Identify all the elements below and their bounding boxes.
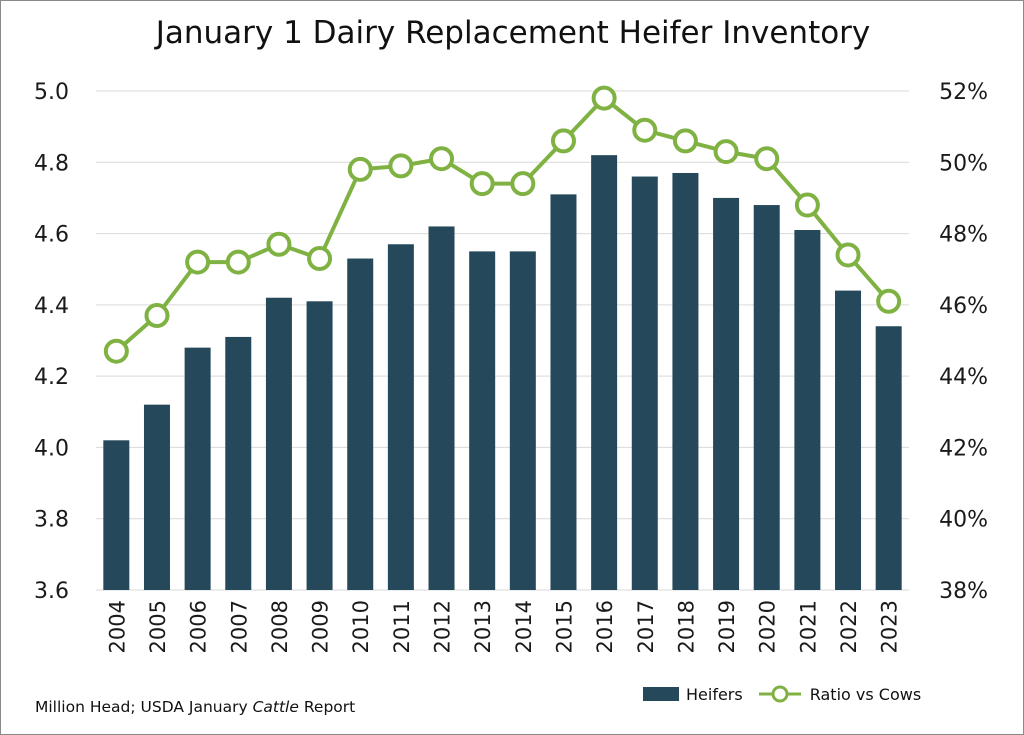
bar-heifers — [794, 230, 821, 590]
ratio-marker — [794, 192, 820, 218]
x-tick-label: 2022 — [837, 600, 861, 653]
bar-heifers — [631, 176, 658, 591]
bar-heifers — [550, 194, 577, 590]
x-tick-label: 2006 — [187, 600, 211, 653]
source-note-suffix: Report — [298, 698, 356, 716]
ratio-marker — [144, 303, 170, 329]
x-axis-ticks: 2004 2005 2006 2007 2008 2009 2010 2011 2012 2013… — [105, 600, 901, 653]
bar-heifers — [753, 205, 780, 591]
source-note: Million Head; USDA January Cattle Report — [35, 698, 355, 716]
legend-label-ratio: Ratio vs Cows — [809, 684, 922, 704]
bar-heifers — [509, 251, 536, 590]
y-right-tick-label: 46% — [939, 294, 988, 319]
x-tick-label: 2005 — [146, 600, 170, 653]
bar-heifers — [387, 244, 414, 590]
y-left-tick-label: 3.6 — [34, 579, 69, 604]
ratio-marker — [225, 249, 251, 275]
bar-heifers — [225, 336, 252, 590]
y-left-tick-label: 4.6 — [34, 223, 69, 248]
bar-heifers — [265, 297, 292, 590]
line-series — [103, 85, 902, 364]
gridlines — [96, 90, 909, 591]
ratio-marker — [713, 139, 739, 165]
legend: Heifers Ratio vs Cows — [643, 684, 921, 704]
ratio-marker — [103, 338, 129, 364]
y-left-tick-label: 3.8 — [34, 508, 69, 533]
y-right-tick-label: 44% — [939, 365, 988, 390]
x-tick-label: 2015 — [552, 600, 576, 653]
ratio-marker — [185, 249, 211, 275]
left-axis-ticks: 3.6 3.8 4.0 4.2 4.4 4.6 4.8 5.0 — [34, 80, 69, 604]
y-left-tick-label: 4.4 — [34, 294, 69, 319]
x-tick-label: 2019 — [715, 600, 739, 653]
ratio-marker — [347, 156, 373, 182]
ratio-marker — [307, 246, 333, 272]
x-tick-label: 2017 — [634, 600, 658, 653]
bar-heifers — [835, 290, 862, 590]
bar-heifers — [428, 226, 455, 590]
bar-heifers — [347, 258, 374, 590]
ratio-marker — [388, 153, 414, 179]
y-right-tick-label: 42% — [939, 436, 988, 461]
y-left-tick-label: 4.2 — [34, 365, 69, 390]
ratio-marker — [469, 171, 495, 197]
y-right-tick-label: 52% — [939, 80, 988, 105]
legend-label-heifers: Heifers — [686, 684, 743, 704]
x-tick-label: 2007 — [227, 600, 251, 653]
ratio-marker — [266, 231, 292, 257]
x-tick-label: 2013 — [471, 600, 495, 653]
ratio-marker — [591, 85, 617, 111]
x-tick-label: 2012 — [431, 600, 455, 653]
ratio-marker — [876, 288, 902, 314]
x-tick-label: 2014 — [512, 600, 536, 653]
bar-heifers — [875, 326, 902, 590]
ratio-marker — [550, 128, 576, 154]
chart-title: January 1 Dairy Replacement Heifer Inven… — [155, 15, 871, 51]
x-tick-label: 2018 — [674, 600, 698, 653]
source-note-italic: Cattle — [252, 698, 299, 716]
x-tick-label: 2010 — [349, 600, 373, 653]
legend-line-swatch — [758, 685, 801, 703]
ratio-marker — [672, 128, 698, 154]
bar-heifers — [469, 251, 496, 590]
ratio-marker — [835, 242, 861, 268]
bar-heifers — [306, 301, 333, 590]
bar-heifers — [713, 197, 740, 590]
x-tick-label: 2016 — [593, 600, 617, 653]
ratio-marker — [429, 146, 455, 172]
y-right-tick-label: 38% — [939, 579, 988, 604]
legend-item-ratio: Ratio vs Cows — [757, 684, 921, 704]
x-tick-label: 2004 — [105, 600, 129, 653]
bar-heifers — [672, 172, 699, 590]
x-tick-label: 2011 — [390, 600, 414, 653]
bar-series — [103, 155, 902, 591]
ratio-marker — [632, 117, 658, 143]
y-right-tick-label: 40% — [939, 508, 988, 533]
y-left-tick-label: 5.0 — [34, 80, 69, 105]
x-tick-label: 2020 — [756, 600, 780, 653]
bar-heifers — [103, 440, 130, 590]
x-tick-label: 2008 — [268, 600, 292, 653]
ratio-marker — [510, 171, 536, 197]
bar-heifers — [591, 155, 618, 590]
source-note-prefix: Million Head; USDA January — [35, 698, 253, 716]
ratio-marker — [754, 146, 780, 172]
bar-heifers — [184, 347, 211, 590]
x-tick-label: 2009 — [309, 600, 333, 653]
y-right-tick-label: 50% — [939, 151, 988, 176]
legend-item-heifers: Heifers — [643, 685, 743, 704]
legend-bar-swatch — [643, 687, 679, 701]
y-left-tick-label: 4.0 — [34, 436, 69, 461]
y-left-tick-label: 4.8 — [34, 151, 69, 176]
right-axis-ticks: 38% 40% 42% 44% 46% 48% 50% 52% — [939, 80, 988, 604]
x-tick-label: 2021 — [796, 600, 820, 653]
x-tick-label: 2023 — [878, 600, 902, 653]
y-right-tick-label: 48% — [939, 223, 988, 248]
bar-heifers — [143, 404, 170, 590]
